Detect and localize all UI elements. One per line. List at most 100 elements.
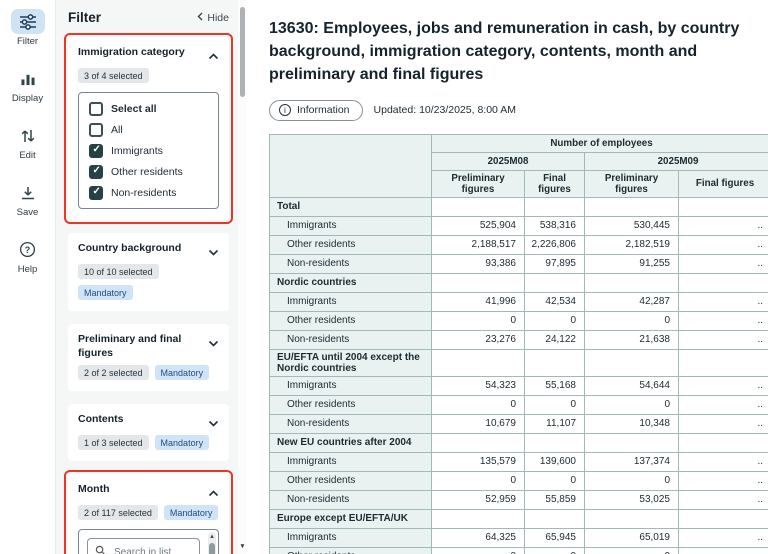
value-cell: 52,959	[432, 490, 525, 509]
filter-section-card-month: Month2 of 117 selectedMandatory▲Select a…	[68, 474, 229, 554]
value-cell: ..	[679, 292, 768, 311]
checkbox-unchecked-icon[interactable]	[89, 123, 103, 137]
page-title: 13630: Employees, jobs and remuneration …	[269, 18, 761, 87]
chevron-up-icon[interactable]	[204, 483, 219, 500]
filter-section-title: Preliminary and final figures	[78, 333, 204, 360]
filter-section-header: Preliminary and final figures	[78, 333, 219, 360]
row-label: Non-residents	[270, 330, 432, 349]
scrollbar-thumb[interactable]	[209, 543, 215, 554]
value-cell: 53,025	[585, 490, 679, 509]
checkbox-option-non-residents[interactable]: Non-residents	[79, 182, 218, 203]
value-cell: ..	[679, 395, 768, 414]
mandatory-badge: Mandatory	[155, 365, 210, 380]
search-in-list-field[interactable]	[87, 538, 200, 554]
left-toolbar: Filter Display Edit Save ?Help	[0, 0, 56, 554]
list-scrollbar[interactable]: ▲	[208, 532, 216, 554]
value-cell: 0	[525, 395, 585, 414]
checkbox-option-other-residents[interactable]: Other residents	[79, 161, 218, 182]
value-cell: 11,107	[525, 414, 585, 433]
badges-row: 2 of 117 selected Mandatory	[78, 505, 219, 520]
toolbar-item-display[interactable]: Display	[11, 66, 45, 104]
value-cell: ..	[679, 490, 768, 509]
checkbox-checked-icon[interactable]	[89, 186, 103, 200]
filter-section-card-contents: Contents1 of 3 selectedMandatory	[68, 404, 229, 461]
value-cell: 0	[432, 547, 525, 554]
value-cell: 93,386	[432, 254, 525, 273]
toolbar-item-edit[interactable]: Edit	[11, 123, 45, 161]
sidebar-header: Filter Hide	[68, 10, 229, 25]
row-label: Other residents	[270, 311, 432, 330]
checkbox-option-select-all[interactable]: Select all	[79, 98, 218, 119]
toolbar-item-filter[interactable]: Filter	[11, 9, 45, 47]
table-row: Non-residents23,27624,12221,638..	[270, 330, 768, 349]
empty-cell	[525, 509, 585, 528]
empty-cell	[585, 273, 679, 292]
row-group-header: New EU countries after 2004	[270, 433, 432, 452]
empty-cell	[679, 509, 768, 528]
statistics-table: Number of employees2025M082025M09Prelimi…	[269, 134, 768, 554]
row-label: Immigrants	[270, 376, 432, 395]
value-cell: 135,579	[432, 452, 525, 471]
chevron-down-icon[interactable]	[204, 333, 219, 350]
empty-cell	[679, 433, 768, 452]
search-input[interactable]	[112, 546, 192, 554]
table-row: Non-residents52,95955,85953,025..	[270, 490, 768, 509]
filter-section-card-immigration-category: Immigration category3 of 4 selectedSelec…	[68, 37, 229, 220]
chevron-up-icon[interactable]	[204, 46, 219, 63]
scroll-up-arrow-icon[interactable]: ▲	[208, 532, 216, 542]
selected-count-badge: 2 of 2 selected	[78, 365, 149, 380]
table-row: Immigrants64,32565,94565,019..	[270, 528, 768, 547]
hide-sidebar-button[interactable]: Hide	[197, 12, 229, 24]
row-label: Non-residents	[270, 490, 432, 509]
empty-cell	[432, 509, 525, 528]
mandatory-badge: Mandatory	[164, 505, 219, 520]
sidebar-scrollbar[interactable]: ▼	[238, 0, 247, 554]
scrollbar-thumb[interactable]	[240, 7, 245, 97]
value-cell: 55,168	[525, 376, 585, 395]
empty-cell	[679, 197, 768, 216]
value-cell: ..	[679, 471, 768, 490]
empty-cell	[432, 349, 525, 376]
sidebar-title: Filter	[68, 10, 101, 25]
information-button[interactable]: i Information	[269, 100, 363, 121]
checkbox-unchecked-icon[interactable]	[89, 102, 103, 116]
table-row: Immigrants41,99642,53442,287..	[270, 292, 768, 311]
chevron-down-icon[interactable]	[204, 242, 219, 259]
annotation-immigration-category: Immigration category3 of 4 selectedSelec…	[68, 37, 229, 220]
filter-section-header: Immigration category	[78, 46, 219, 63]
selected-count-badge: 2 of 117 selected	[78, 505, 158, 520]
figure-header-cell: Preliminary figures	[585, 170, 679, 197]
empty-cell	[585, 197, 679, 216]
checkbox-option-immigrants[interactable]: Immigrants	[79, 140, 218, 161]
table-row: Other residents000..	[270, 547, 768, 554]
table-row: Immigrants525,904538,316530,445..	[270, 216, 768, 235]
row-label: Other residents	[270, 547, 432, 554]
row-label: Immigrants	[270, 216, 432, 235]
value-cell: 91,255	[585, 254, 679, 273]
checkbox-checked-icon[interactable]	[89, 144, 103, 158]
scroll-down-arrow-icon[interactable]: ▼	[238, 543, 247, 550]
empty-cell	[679, 349, 768, 376]
toolbar-item-help[interactable]: ?Help	[11, 237, 45, 275]
filter-section-title: Month	[78, 483, 110, 497]
row-label: Non-residents	[270, 254, 432, 273]
row-group-header: Europe except EU/EFTA/UK	[270, 509, 432, 528]
chevron-down-icon[interactable]	[204, 413, 219, 430]
figure-header-cell: Preliminary figures	[432, 170, 525, 197]
row-label: Immigrants	[270, 292, 432, 311]
edit-arrows-icon	[11, 123, 45, 148]
selected-count-badge: 1 of 3 selected	[78, 435, 149, 450]
badges-row: 2 of 2 selected Mandatory	[78, 365, 219, 380]
selected-count-badge: 10 of 10 selected	[78, 264, 159, 279]
value-cell: 64,325	[432, 528, 525, 547]
value-cell: 0	[432, 395, 525, 414]
value-cell: 2,188,517	[432, 235, 525, 254]
checkbox-option-all[interactable]: All	[79, 119, 218, 140]
value-cell: 530,445	[585, 216, 679, 235]
toolbar-item-save[interactable]: Save	[11, 180, 45, 218]
figure-header-cell: Final figures	[679, 170, 768, 197]
value-cell: 0	[585, 395, 679, 414]
table-row: Other residents000..	[270, 311, 768, 330]
checkbox-checked-icon[interactable]	[89, 165, 103, 179]
empty-cell	[525, 349, 585, 376]
